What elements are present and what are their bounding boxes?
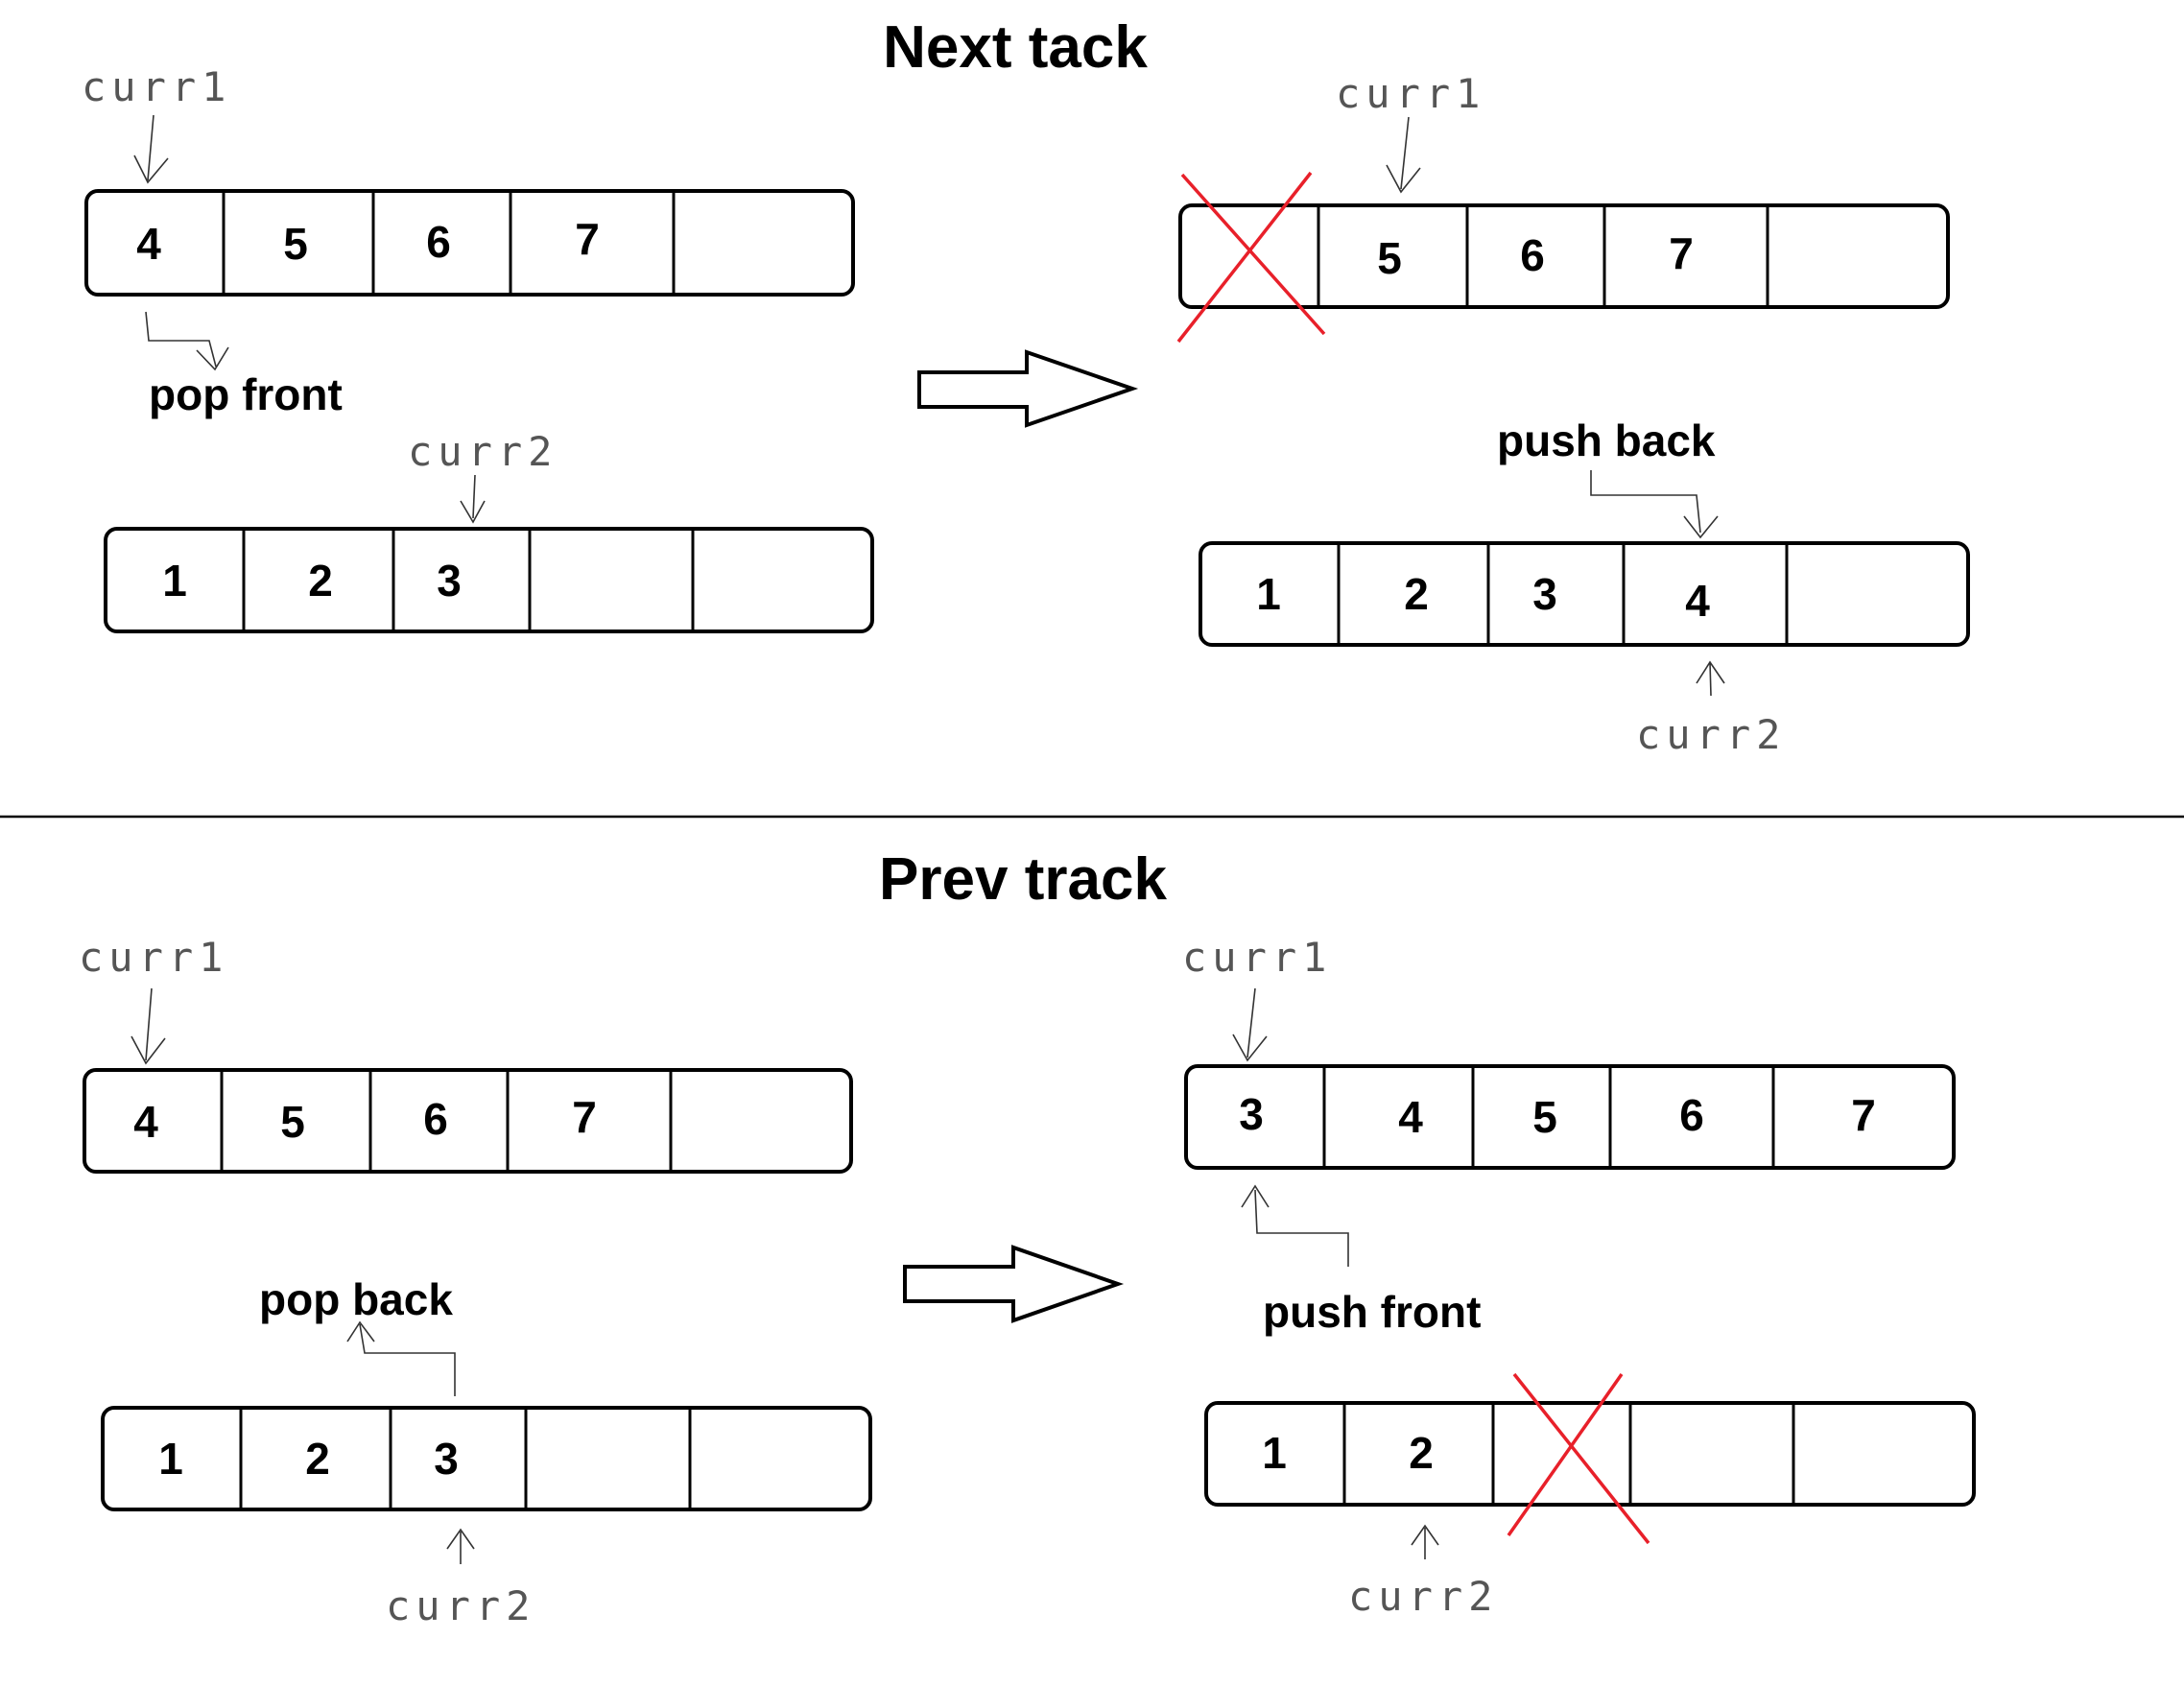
cell-value: 7 xyxy=(1669,228,1694,278)
curr1-pointer-arrow xyxy=(131,987,166,1065)
next-track-title: Next tack xyxy=(883,14,1148,81)
prev-after-curr1-array: 3 4 5 6 7 xyxy=(1184,1064,1956,1170)
next-after-curr1-array: 5 6 7 xyxy=(1178,203,1950,309)
curr2-pointer-arrow xyxy=(1411,1524,1439,1559)
push-front-arrow xyxy=(1241,1184,1349,1267)
cell-value: 6 xyxy=(1679,1090,1704,1140)
cell-value: 4 xyxy=(136,219,161,269)
cell-value: 4 xyxy=(133,1097,158,1147)
cell-value: 6 xyxy=(426,217,451,267)
cell-value: 1 xyxy=(1256,569,1281,619)
curr2-label: curr2 xyxy=(386,1582,535,1629)
array-frame xyxy=(1184,1064,1956,1170)
curr1-label: curr1 xyxy=(1182,934,1332,981)
cell-value: 7 xyxy=(575,214,600,264)
cell-value: 5 xyxy=(1532,1092,1557,1142)
array-frame xyxy=(1178,203,1950,309)
array-frame xyxy=(101,1406,872,1511)
cell-value: 5 xyxy=(283,219,308,269)
curr1-label: curr1 xyxy=(79,934,228,981)
push-back-label: push back xyxy=(1497,416,1716,465)
curr1-pointer-arrow xyxy=(1232,987,1268,1062)
cell-value: 4 xyxy=(1398,1092,1423,1142)
pop-back-label: pop back xyxy=(259,1274,453,1324)
prev-before-curr1-array: 4 5 6 7 xyxy=(83,1068,853,1174)
cell-value: 5 xyxy=(1377,233,1402,283)
cell-value: 3 xyxy=(1532,569,1557,619)
array-frame xyxy=(84,189,855,297)
curr1-pointer-arrow xyxy=(1386,116,1421,194)
pop-back-arrow xyxy=(346,1320,456,1396)
cell-value: 2 xyxy=(1409,1428,1434,1478)
cell-value: 2 xyxy=(1404,569,1429,619)
cell-value: 5 xyxy=(280,1097,305,1147)
next-before-curr1-array: 4 5 6 7 xyxy=(84,189,855,297)
next-before-curr2-array: 1 2 3 xyxy=(104,527,874,633)
transition-arrow-bottom xyxy=(903,1245,1125,1323)
prev-before-curr2-array: 1 2 3 xyxy=(101,1406,872,1511)
cell-value: 3 xyxy=(1239,1089,1264,1139)
cell-value: 7 xyxy=(572,1092,597,1142)
cell-value: 1 xyxy=(1262,1428,1287,1478)
cell-value: 6 xyxy=(1520,230,1545,280)
curr2-label: curr2 xyxy=(1348,1573,1498,1620)
curr2-label: curr2 xyxy=(408,428,558,475)
curr2-label: curr2 xyxy=(1636,711,1786,758)
cell-value: 1 xyxy=(158,1434,183,1484)
array-frame xyxy=(83,1068,853,1174)
transition-arrow-top xyxy=(917,349,1139,428)
push-back-arrow xyxy=(1590,470,1719,539)
cell-value: 1 xyxy=(162,556,187,606)
cell-value: 2 xyxy=(308,556,333,606)
curr2-pointer-arrow xyxy=(446,1528,475,1564)
curr1-pointer-arrow xyxy=(133,114,169,184)
curr2-pointer-arrow xyxy=(460,474,486,524)
cell-value: 4 xyxy=(1685,576,1710,626)
prev-track-title: Prev track xyxy=(879,846,1167,913)
curr1-label: curr1 xyxy=(82,63,231,110)
cell-value: 6 xyxy=(423,1094,448,1144)
removed-cross-mark xyxy=(1176,171,1326,344)
pop-front-label: pop front xyxy=(149,369,343,419)
push-front-label: push front xyxy=(1263,1287,1481,1337)
cell-value: 2 xyxy=(305,1434,330,1484)
curr2-pointer-arrow xyxy=(1696,660,1725,697)
array-frame xyxy=(104,527,874,633)
cell-value: 7 xyxy=(1851,1090,1876,1140)
next-after-curr2-array: 1 2 3 4 xyxy=(1199,541,1970,647)
cell-value: 3 xyxy=(437,556,462,606)
cell-value: 3 xyxy=(434,1434,459,1484)
array-frame xyxy=(1204,1401,1976,1507)
removed-cross-mark xyxy=(1507,1372,1650,1545)
curr1-label: curr1 xyxy=(1336,70,1485,117)
prev-after-curr2-array: 1 2 xyxy=(1204,1401,1976,1507)
pop-front-arrow xyxy=(145,311,229,371)
array-frame xyxy=(1199,541,1970,647)
